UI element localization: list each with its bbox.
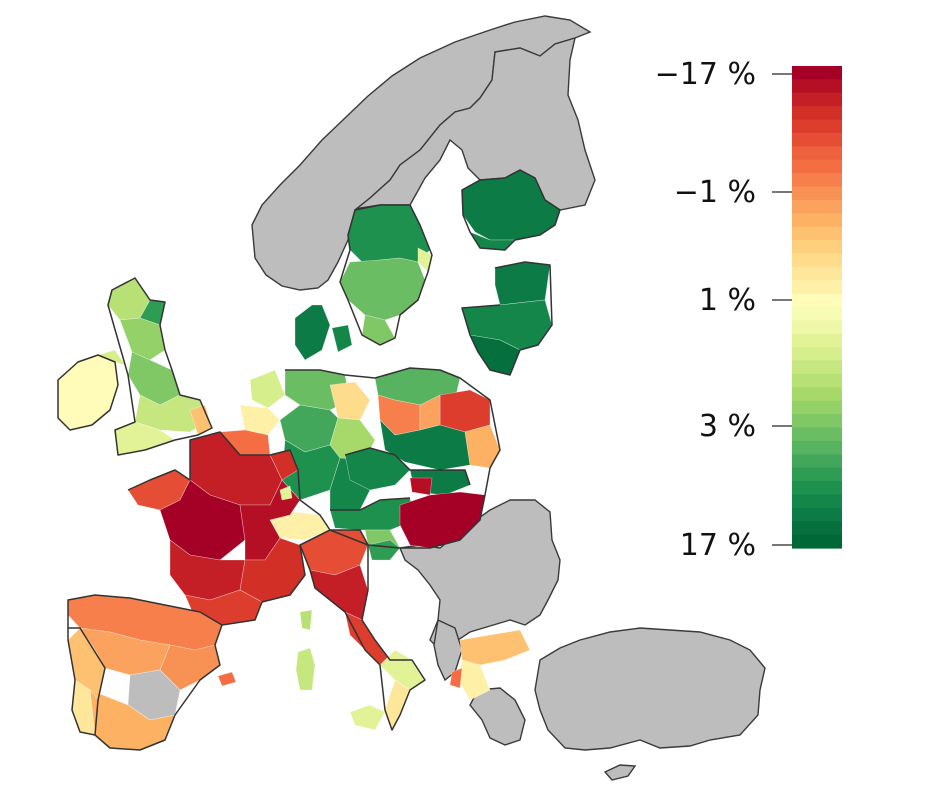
legend-color-step [792,333,842,348]
legend-color-step [792,253,842,268]
legend-color-step [792,494,842,509]
legend-tick-label: −17 % [655,57,756,92]
legend-color-step [792,240,842,255]
legend-color-step [792,106,842,121]
legend-color-step [792,534,842,549]
legend-tick-label: −1 % [674,175,756,210]
legend-color-step [792,173,842,188]
legend-color-step [792,226,842,241]
iberia-region [67,594,223,751]
legend-color-step [792,400,842,415]
legend-color-step [792,387,842,402]
no-data-regions [251,15,766,781]
legend-color-step [792,414,842,429]
greece-north-region [449,629,531,701]
legend-color-step [792,507,842,522]
legend-color-step [792,92,842,107]
legend-color-step [792,293,842,308]
legend-color-step [792,79,842,94]
sweden-region [339,204,433,346]
europe-map [57,15,766,781]
albania-region [433,618,463,682]
legend-color-step [792,307,842,321]
legend-color-step [792,132,842,147]
legend-tick-label: 17 % [680,528,756,563]
turkey-region [534,627,766,751]
baltics-region [461,261,553,376]
legend-ticks: −17 % −1 % 1 % 3 % 17 % [655,57,792,563]
cyprus-region [603,764,637,781]
legend-color-step [792,159,842,174]
poland-region [374,367,501,471]
legend-color-step [792,186,842,201]
legend-color-step [792,119,842,134]
denmark-region [294,304,353,361]
benelux-region [219,369,286,456]
legend-color-step [792,66,842,80]
legend-color-step [792,454,842,469]
islands-region [217,485,293,687]
balkans-region [399,499,561,651]
legend-color-step [792,360,842,375]
legend-color-step [792,280,842,295]
country-borders [57,169,561,751]
legend-color-step [792,266,842,281]
hungary-region [399,477,486,549]
legend-color-step [792,481,842,496]
legend-color-step [792,427,842,442]
legend-color-step [792,213,842,228]
legend-color-step [792,521,842,536]
legend-color-step [792,199,842,214]
legend-color-step [792,146,842,161]
greece-south-region [469,687,526,746]
color-legend: −17 % −1 % 1 % 3 % 17 % [655,57,842,563]
legend-tick-label: 3 % [699,409,756,444]
legend-color-step [792,440,842,455]
legend-color-bar [792,66,842,549]
uk-region [107,277,213,456]
legend-color-step [792,320,842,335]
legend-color-step [792,467,842,482]
legend-tick-label: 1 % [699,283,756,318]
legend-color-step [792,373,842,388]
legend-color-step [792,347,842,362]
